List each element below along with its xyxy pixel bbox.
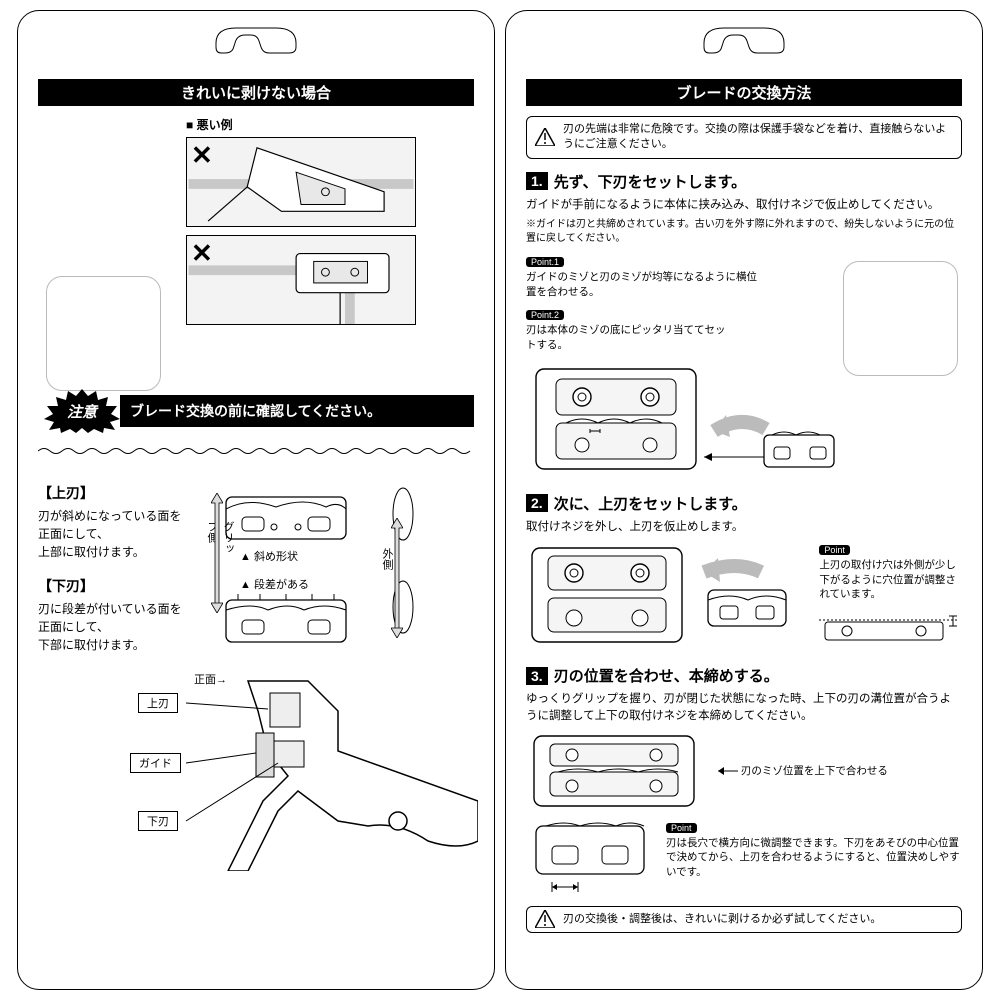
hanger-slot bbox=[699, 23, 789, 55]
step2-diagram bbox=[526, 540, 813, 650]
step1-body: ガイドが手前になるように本体に挟み込み、取付けネジで仮止めしてください。 bbox=[526, 197, 962, 214]
step1-point1-badge: Point.1 bbox=[526, 257, 564, 267]
left-section-title: きれいに剥けない場合 bbox=[38, 79, 474, 106]
step1-diagram bbox=[526, 359, 836, 479]
wavy-divider bbox=[38, 446, 474, 456]
lower-blade-diagram bbox=[208, 594, 358, 656]
step1-point1-text: ガイドのミゾと刃のミゾが均等になるように横位置を合わせる。 bbox=[526, 270, 766, 299]
step2-side-diagram bbox=[819, 608, 959, 646]
lower-blade-hdr: 【下刃】 bbox=[38, 576, 208, 596]
hanger-slot bbox=[211, 23, 301, 55]
step3-title: 刃の位置を合わせ、本締めする。 bbox=[554, 665, 779, 686]
card-right: ブレードの交換方法 刃の先端は非常に危険です。交換の際は保護手袋などを着け、直接… bbox=[505, 10, 983, 990]
lower-shape-label: ▲ 段差がある bbox=[240, 576, 383, 592]
step2-point-badge: Point bbox=[819, 545, 850, 555]
upper-blade-hdr: 【上刃】 bbox=[38, 483, 208, 503]
bad-example-1: ✕ bbox=[186, 137, 416, 227]
step2-row: Point 上刃の取付け穴は外側が少し下がるように穴位置が調整されています。 bbox=[526, 540, 962, 651]
upper-blade-side bbox=[383, 483, 423, 545]
step3-row2: Point 刃は長穴で横方向に微調整できます。下刃をあそびの中心位置で決めてから… bbox=[526, 818, 962, 896]
step3-header: 3. 刃の位置を合わせ、本締めする。 bbox=[526, 665, 962, 686]
part-label-upper: 上刃 bbox=[138, 693, 178, 713]
warning-box-top: 刃の先端は非常に危険です。交換の際は保護手袋などを着け、直接触らないようにご注意… bbox=[526, 116, 962, 159]
step3-row1: 刃のミゾ位置を上下で合わせる bbox=[526, 730, 962, 812]
part-label-lower: 下刃 bbox=[138, 811, 178, 831]
upper-blade-body: 刃が斜めになっている面を 正面にして、 上部に取付けます。 bbox=[38, 507, 208, 561]
step2-point-text: 上刃の取付け穴は外側が少し下がるように穴位置が調整されています。 bbox=[819, 558, 962, 602]
upper-shape-label: ▲ 斜め形状 bbox=[240, 548, 383, 564]
warning-box-top-text: 刃の先端は非常に危険です。交換の際は保護手袋などを着け、直接触らないようにご注意… bbox=[563, 123, 946, 150]
cross-icon: ✕ bbox=[191, 240, 217, 266]
warning-triangle-icon bbox=[535, 128, 555, 146]
lower-blade-body: 刃に段差が付いている面を 正面にして、 下部に取付けます。 bbox=[38, 600, 208, 654]
step1-header: 1. 先ず、下刃をセットします。 bbox=[526, 171, 962, 192]
placeholder-square bbox=[46, 276, 161, 391]
step2-num: 2. bbox=[526, 494, 548, 512]
warning-bar-text: ブレード交換の前に確認してください。 bbox=[120, 395, 474, 427]
placeholder-square bbox=[843, 261, 958, 376]
step3-diagram-closed bbox=[526, 730, 706, 812]
part-label-guide: ガイド bbox=[130, 753, 181, 773]
warning-box-bottom-text: 刃の交換後・調整後は、きれいに剥けるか必ず試してください。 bbox=[563, 913, 881, 925]
bad-example-label: ■ 悪い例 bbox=[186, 116, 416, 133]
card-left: きれいに剥けない場合 ■ 悪い例 ✕ ✕ bbox=[17, 10, 495, 990]
tool-cross-section: 正面→ 上刃 ガイド 下刃 bbox=[38, 671, 474, 871]
step3-diagram-slot bbox=[526, 818, 656, 896]
step1-num: 1. bbox=[526, 172, 548, 190]
step2-body: 取付けネジを外し、上刃を仮止めします。 bbox=[526, 519, 962, 536]
step1-point2-text: 刃は本体のミゾの底にピッタリ当ててセットする。 bbox=[526, 323, 726, 352]
step2-header: 2. 次に、上刃をセットします。 bbox=[526, 493, 962, 514]
step1-title: 先ず、下刃をセットします。 bbox=[554, 171, 746, 192]
step3-point-text: 刃は長穴で横方向に微調整できます。下刃をあそびの中心位置で決めてから、上刃を合わ… bbox=[666, 836, 962, 880]
step3-body: ゆっくりグリップを握り、刃が閉じた状態になった時、上下の刃の溝位置が合うように調… bbox=[526, 691, 962, 726]
step3-point-badge: Point bbox=[666, 823, 697, 833]
right-section-title: ブレードの交換方法 bbox=[526, 79, 962, 106]
bad-example-2: ✕ bbox=[186, 235, 416, 325]
blade-orientation-section: 【上刃】 刃が斜めになっている面を 正面にして、 上部に取付けます。 ▲ 斜め形… bbox=[38, 483, 474, 659]
step3-num: 3. bbox=[526, 667, 548, 685]
step2-title: 次に、上刃をセットします。 bbox=[554, 493, 747, 514]
warning-badge-text: 注意 bbox=[38, 389, 126, 433]
lower-blade-side bbox=[383, 576, 423, 638]
warning-box-bottom: 刃の交換後・調整後は、きれいに剥けるか必ず試してください。 bbox=[526, 906, 962, 933]
warning-triangle-icon bbox=[535, 910, 555, 928]
step1-point2-badge: Point.2 bbox=[526, 310, 564, 320]
step1-note: ※ガイドは刃と共締めされています。古い刃を外す際に外れますので、紛失しないように… bbox=[526, 218, 962, 246]
starburst-badge: 注意 bbox=[38, 389, 126, 433]
warning-banner: 注意 ブレード交換の前に確認してください。 bbox=[38, 389, 474, 433]
step3-align-note: 刃のミゾ位置を上下で合わせる bbox=[741, 765, 888, 777]
cross-icon: ✕ bbox=[191, 142, 217, 168]
